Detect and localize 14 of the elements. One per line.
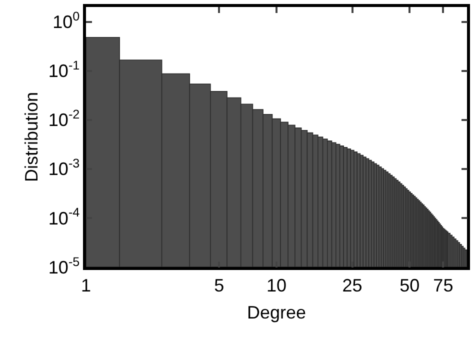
x-tick-label: 75 bbox=[433, 275, 454, 296]
x-axis-title: Degree bbox=[246, 302, 306, 322]
y-tick-label: 10$^{-3}$ bbox=[48, 156, 80, 180]
y-tick-label: 10$^{-1}$ bbox=[48, 58, 80, 82]
y-tick-label: 10$^{0}$ bbox=[52, 10, 80, 32]
y-tick-label: 10$^{-5}$ bbox=[48, 254, 80, 278]
y-tick-label: 10$^{-2}$ bbox=[48, 108, 80, 130]
x-tick-label: 10 bbox=[266, 275, 287, 296]
x-tick-label: 50 bbox=[400, 275, 420, 296]
x-tick-label: 1 bbox=[80, 275, 92, 296]
x-tick-label: 5 bbox=[214, 275, 224, 296]
y-axis-title: Distribution bbox=[22, 92, 42, 182]
y-tick-label: 10$^{-4}$ bbox=[48, 206, 80, 228]
x-tick-label: 25 bbox=[342, 275, 362, 296]
